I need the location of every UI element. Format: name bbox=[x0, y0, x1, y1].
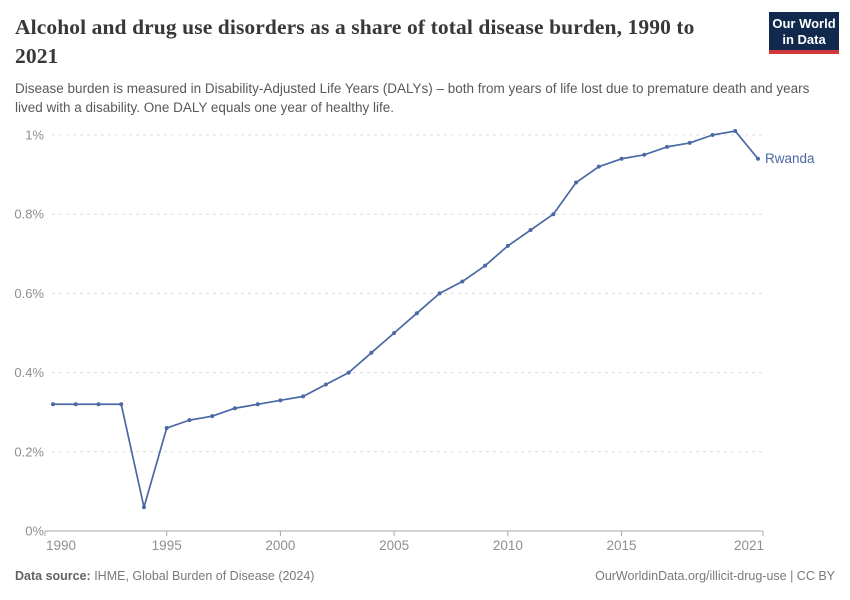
data-point bbox=[392, 331, 397, 335]
y-axis-tick-label: 1% bbox=[25, 128, 44, 143]
data-point bbox=[119, 402, 124, 407]
data-point bbox=[255, 402, 260, 407]
data-point bbox=[369, 350, 374, 355]
x-axis-tick-label: 2005 bbox=[379, 538, 409, 553]
data-source-value: IHME, Global Burden of Disease (2024) bbox=[90, 569, 315, 583]
attribution-link[interactable]: OurWorldinData.org/illicit-drug-use | CC… bbox=[595, 569, 835, 583]
x-axis-tick-label: 2021 bbox=[734, 538, 764, 553]
y-axis-tick-label: 0.8% bbox=[14, 207, 44, 222]
y-axis-tick-label: 0.2% bbox=[14, 444, 44, 459]
data-point bbox=[596, 164, 601, 169]
data-point bbox=[278, 398, 283, 403]
x-axis-tick-label: 1995 bbox=[152, 538, 182, 553]
data-point bbox=[51, 402, 55, 407]
x-axis-tick-label: 1990 bbox=[46, 538, 76, 553]
data-source: Data source: IHME, Global Burden of Dise… bbox=[15, 569, 314, 583]
data-point bbox=[642, 152, 647, 157]
data-point bbox=[301, 394, 306, 399]
data-point bbox=[687, 140, 692, 145]
series-label-rwanda[interactable]: Rwanda bbox=[765, 151, 815, 166]
owid-logo[interactable]: Our World in Data bbox=[769, 12, 839, 54]
data-point bbox=[528, 228, 533, 233]
data-point bbox=[73, 402, 78, 407]
x-axis-tick-label: 2015 bbox=[607, 538, 637, 553]
data-point bbox=[483, 263, 488, 268]
data-point bbox=[437, 291, 442, 296]
y-axis-tick-label: 0.6% bbox=[14, 286, 44, 301]
owid-logo-line2: in Data bbox=[782, 31, 826, 47]
chart-footer: Data source: IHME, Global Burden of Dise… bbox=[15, 569, 835, 583]
data-point bbox=[323, 382, 328, 387]
data-point bbox=[619, 156, 624, 161]
data-source-label: Data source: bbox=[15, 569, 91, 583]
data-point bbox=[710, 133, 715, 137]
data-point bbox=[414, 311, 419, 316]
x-axis-tick-label: 2010 bbox=[493, 538, 523, 553]
data-point bbox=[346, 370, 351, 375]
x-axis-tick-label: 2000 bbox=[265, 538, 295, 553]
data-point bbox=[756, 156, 760, 161]
data-point bbox=[96, 402, 101, 407]
data-point bbox=[551, 212, 556, 217]
data-point bbox=[574, 180, 579, 185]
data-point bbox=[460, 279, 465, 284]
line-series-rwanda bbox=[52, 130, 759, 509]
data-point bbox=[665, 144, 670, 149]
chart-subtitle: Disease burden is measured in Disability… bbox=[15, 81, 810, 115]
page-title: Alcohol and drug use disorders as a shar… bbox=[15, 15, 695, 68]
y-axis-tick-label: 0.4% bbox=[14, 365, 44, 380]
data-point bbox=[210, 414, 215, 419]
owid-logo-line1: Our World bbox=[772, 16, 836, 31]
data-point bbox=[187, 418, 192, 423]
data-point bbox=[733, 129, 738, 134]
data-point bbox=[164, 426, 169, 431]
data-point bbox=[505, 243, 510, 248]
y-axis-tick-label: 0% bbox=[25, 524, 44, 539]
data-point bbox=[232, 406, 237, 411]
data-point bbox=[141, 505, 146, 510]
